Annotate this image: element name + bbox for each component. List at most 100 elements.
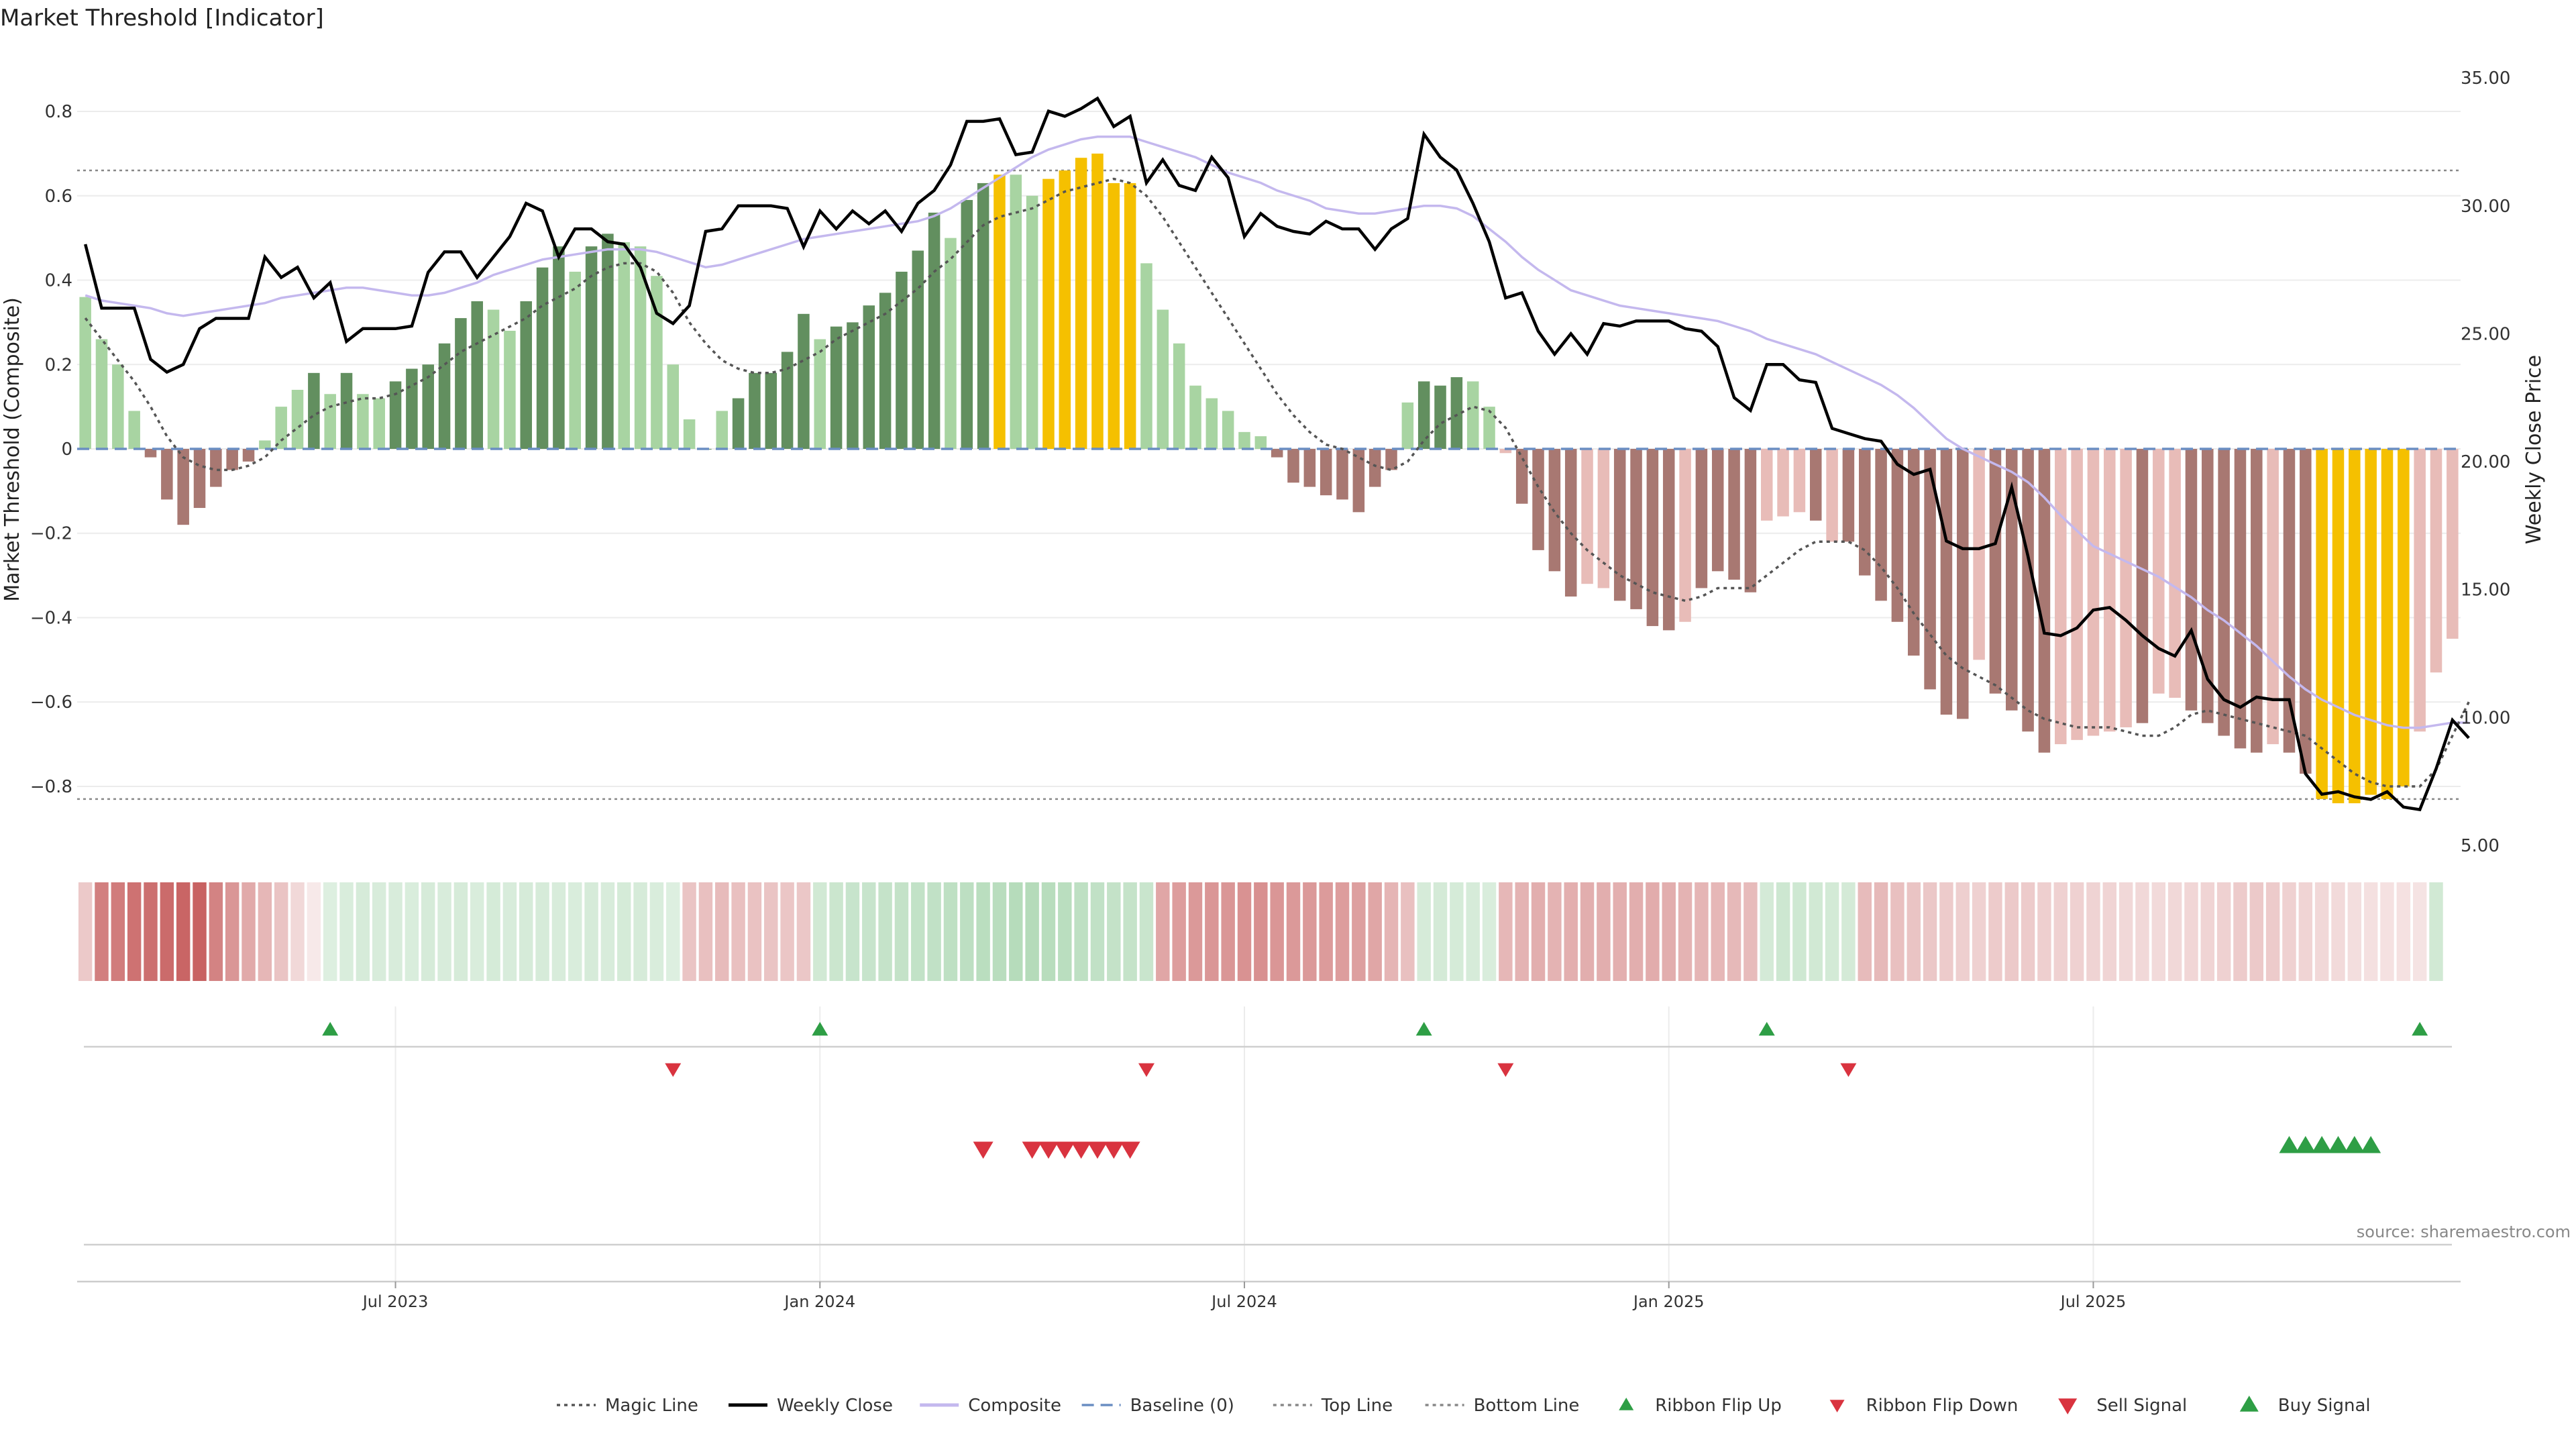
ribbon-cell: [1090, 882, 1105, 981]
composite-bar: [863, 305, 875, 449]
ribbon-cell: [927, 882, 941, 981]
ribbon-cell: [356, 882, 370, 981]
composite-bar: [830, 326, 843, 449]
legend-label: Composite: [968, 1396, 1061, 1416]
ribbon-cell: [1760, 882, 1774, 981]
ribbon-cell: [209, 882, 223, 981]
y2-tick-label: 25.00: [2461, 324, 2510, 344]
ribbon-cell: [2118, 882, 2133, 981]
composite-bar: [1777, 449, 1789, 517]
composite-bar: [2006, 449, 2018, 711]
composite-bar: [1271, 449, 1283, 458]
ribbon-cell: [2363, 882, 2378, 981]
ribbon-cell: [193, 882, 207, 981]
composite-bar: [1450, 377, 1463, 449]
ribbon-cell: [813, 882, 827, 981]
ribbon-cell: [2298, 882, 2313, 981]
ribbon-cell: [780, 882, 794, 981]
y-axis-label: Market Threshold (Composite): [1, 297, 24, 602]
composite-bar: [683, 419, 696, 449]
composite-bar: [2349, 449, 2361, 804]
legend-label: Bottom Line: [1474, 1396, 1580, 1416]
composite-bar: [2185, 449, 2198, 711]
legend-label: Buy Signal: [2278, 1396, 2371, 1416]
composite-bar: [1205, 398, 1218, 449]
composite-bar: [651, 276, 663, 449]
ribbon-cell: [1009, 882, 1023, 981]
composite-bar: [945, 238, 957, 449]
composite-bar: [1222, 411, 1234, 449]
legend-label: Sell Signal: [2096, 1396, 2187, 1416]
composite-bar: [1695, 449, 1708, 588]
composite-bar: [144, 449, 157, 458]
sell-signal-marker: [1055, 1141, 1075, 1159]
composite-bar: [1679, 449, 1691, 622]
ribbon-cell: [1597, 882, 1611, 981]
ribbon-cell: [1041, 882, 1056, 981]
composite-bar: [1907, 449, 1920, 656]
ribbon-cell: [1335, 882, 1350, 981]
composite-bar: [1891, 449, 1904, 622]
legend-item: Buy Signal: [2239, 1396, 2371, 1416]
y2-tick-label: 30.00: [2461, 197, 2510, 217]
composite-bar: [994, 174, 1006, 449]
ribbon-cell: [2282, 882, 2296, 981]
composite-bar: [1026, 195, 1038, 449]
legend-item: Top Line: [1273, 1396, 1393, 1416]
ribbon-cell: [1955, 882, 1970, 981]
ribbon-cell: [2216, 882, 2231, 981]
ribbon-cell: [1417, 882, 1431, 981]
composite-bar: [716, 411, 729, 449]
ribbon-cell: [551, 882, 566, 981]
ribbon-cell: [878, 882, 892, 981]
composite-bar: [340, 372, 353, 449]
composite-bar: [2414, 449, 2426, 732]
composite-bar: [2332, 449, 2345, 804]
ribbon-cell: [1678, 882, 1693, 981]
ribbon-cell: [862, 882, 876, 981]
ribbon-cell: [2200, 882, 2215, 981]
legend-swatch: [2058, 1398, 2078, 1414]
x-tick-label: Jul 2024: [1210, 1292, 1277, 1311]
ribbon-cell: [307, 882, 321, 981]
legend-label: Ribbon Flip Up: [1655, 1396, 1782, 1416]
ribbon-cell: [1433, 882, 1448, 981]
composite-bar: [1173, 343, 1185, 449]
legend-item: Ribbon Flip Up: [1619, 1396, 1782, 1416]
composite-bar: [2398, 449, 2410, 786]
composite-bar: [1254, 436, 1267, 449]
ribbon-cell: [796, 882, 811, 981]
ribbon-cell: [1515, 882, 1529, 981]
axes-layer: 0.8 0.6 0.4 0.2 0 −0.2 −0.4 −0.6 −0.8 35.00 30.00 2…: [1, 68, 2546, 1311]
legend-item: Magic Line: [557, 1396, 698, 1416]
composite-bar: [1581, 449, 1593, 584]
ribbon-cell: [568, 882, 582, 981]
y2-tick-label: 15.00: [2461, 580, 2510, 601]
ribbon-cell: [1662, 882, 1676, 981]
composite-bar: [95, 339, 108, 449]
ribbon-cell: [274, 882, 288, 981]
composite-bar: [847, 322, 859, 449]
composite-bar: [487, 309, 500, 449]
composite-bar: [1875, 449, 1887, 601]
composite-bar: [553, 246, 565, 449]
composite-bar: [1760, 449, 1773, 521]
sell-signal-marker: [1022, 1141, 1042, 1159]
composite-bar: [667, 364, 680, 449]
legend-label: Magic Line: [605, 1396, 698, 1416]
composite-bar: [275, 407, 287, 449]
y2-axis-label: Weekly Close Price: [2522, 355, 2546, 544]
composite-bar: [1858, 449, 1871, 576]
ribbon-cell: [764, 882, 778, 981]
ribbon-cell: [1237, 882, 1252, 981]
ribbon-cell: [1254, 882, 1268, 981]
composite-bar: [1336, 449, 1348, 500]
ribbon-cell: [176, 882, 191, 981]
composite-bar: [1059, 170, 1071, 450]
ribbon-cell: [1188, 882, 1203, 981]
ribbon-cell: [2265, 882, 2280, 981]
buy-signal-marker: [2279, 1136, 2300, 1153]
composite-bar: [438, 343, 451, 449]
ribbon-flip-up-marker: [812, 1022, 828, 1036]
